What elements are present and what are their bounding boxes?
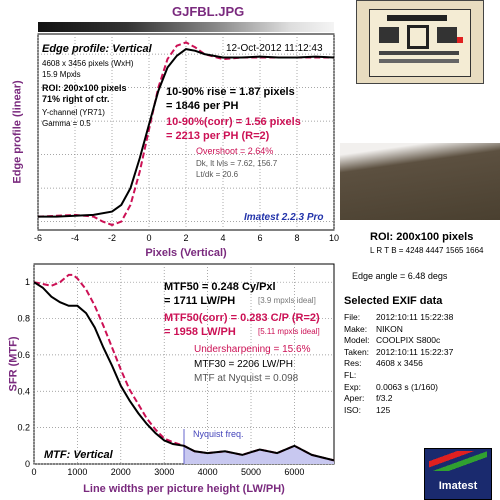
- exif-value: 2012:10:11 15:22:37: [376, 346, 454, 357]
- exif-key: Model:: [344, 335, 370, 346]
- logo-stripes: [429, 451, 487, 471]
- edge-tick-label: 8: [294, 233, 299, 243]
- mtf-at-nyquist: MTF at Nyquist = 0.098: [194, 373, 299, 384]
- mtf50: MTF50 = 0.248 Cy/Pxl: [164, 281, 276, 293]
- exif-value: f/3.2: [376, 393, 393, 404]
- exif-key: Res:: [344, 358, 362, 369]
- exif-row: Res: 4608 x 3456: [344, 359, 423, 368]
- exif-key: Make:: [344, 323, 368, 334]
- mtf-tick-label: 5000: [241, 467, 261, 477]
- exif-title: Selected EXIF data: [344, 295, 443, 307]
- edge-tick-label: 6: [257, 233, 262, 243]
- mtf30: MTF30 = 2206 LW/PH: [194, 359, 294, 370]
- undersharpening: Undersharpening = 15.6%: [194, 344, 311, 355]
- imatest-logo: Imatest: [424, 448, 492, 500]
- mtf-tick-label: 0.4: [17, 386, 30, 396]
- mtf-xlabel: Line widths per picture height (LW/PH): [83, 483, 285, 495]
- exif-value: 4608 x 3456: [376, 358, 423, 369]
- gradient-strip: [38, 22, 334, 32]
- mtf-tick-label: 3000: [154, 467, 174, 477]
- edge-overshoot: Overshoot = 2.64%: [196, 146, 274, 156]
- mtf50-corr-ideal: [5.11 mpxls ideal]: [258, 327, 320, 336]
- edge-chart: -6 -4 -2 0 2 4 6 8 10: [34, 33, 339, 243]
- edge-tick-label: 2: [183, 233, 188, 243]
- mtf-tick-label: 2000: [111, 467, 131, 477]
- edge-tick-label: 4: [220, 233, 225, 243]
- edge-title: Edge profile: Vertical: [42, 43, 152, 55]
- mtf-measured-line: [33, 281, 335, 462]
- exif-key: FL:: [344, 370, 357, 380]
- roi-image: [340, 143, 500, 220]
- edge-roi-pos: 71% right of ctr.: [42, 94, 110, 104]
- exif-row: File: 2012:10:11 15:22:38: [344, 313, 453, 322]
- exif-row: Exp: 0.0063 s (1/160): [344, 381, 438, 392]
- edge-ltdk: Lt/dk = 20.6: [196, 170, 239, 179]
- edge-date: 12-Oct-2012 11:12:43: [226, 43, 323, 54]
- edge-dk: Dk, lt lvls = 7.62, 156.7: [196, 159, 278, 168]
- exif-value: 2012:10:11 15:22:38: [376, 312, 454, 322]
- edge-rise-ph: = 1846 per PH: [166, 100, 239, 112]
- mtf-tick-label: 0.6: [17, 350, 30, 360]
- edge-tick-label: -2: [108, 233, 116, 243]
- edge-gamma: Gamma = 0.5: [42, 119, 91, 128]
- exif-key: Exp:: [344, 381, 362, 392]
- edge-tick-label: -4: [71, 233, 79, 243]
- exif-key: File:: [344, 312, 361, 322]
- exif-value: 0.0063 s (1/160): [376, 381, 438, 392]
- exif-row: Model: COOLPIX S800c: [344, 336, 440, 345]
- edge-xlabel: Pixels (Vertical): [145, 247, 227, 259]
- mtf-tick-label: 1: [25, 277, 30, 287]
- mtf-tick-label: 0.2: [17, 423, 30, 433]
- edge-tick-label: 10: [329, 233, 339, 243]
- exif-value: 125: [376, 404, 391, 415]
- mtf-ylabel: SFR (MTF): [7, 336, 20, 392]
- edge-measured-line: [38, 48, 335, 218]
- exif-row: Make: NIKON: [344, 323, 403, 334]
- mtf-tick-label: 1000: [67, 467, 87, 477]
- mtf-corrected-line: [33, 273, 335, 462]
- exif-key: ISO:: [344, 404, 362, 415]
- edge-tick-label: -6: [34, 233, 42, 243]
- mtf-tick-label: 0.8: [17, 314, 30, 324]
- mtf-tick-label: 6000: [284, 467, 304, 477]
- mtf-nyquist-fill: [184, 445, 334, 464]
- edge-plot-area: [37, 33, 335, 231]
- edge-roi: ROI: 200x100 pixels: [42, 83, 127, 93]
- edge-rise: 10-90% rise = 1.87 pixels: [166, 86, 295, 98]
- edge-version: Imatest 2.2.3 Pro: [244, 212, 324, 223]
- mtf50-corr: MTF50(corr) = 0.283 C/P (R=2): [164, 312, 320, 324]
- exif-row: FL:: [344, 371, 376, 380]
- edge-dims: 4608 x 3456 pixels (WxH): [42, 59, 134, 68]
- mtf50-corr-lwph: = 1958 LW/PH: [164, 326, 236, 338]
- exif-row: Taken: 2012:10:11 15:22:37: [344, 348, 453, 357]
- mtf-tick-label: 0: [25, 459, 30, 469]
- exif-value: NIKON: [376, 323, 403, 334]
- edge-tick-label: 0: [146, 233, 151, 243]
- edge-angle: Edge angle = 6.48 degs: [352, 271, 448, 281]
- mtf-tick-label: 0: [31, 467, 36, 477]
- logo-text: Imatest: [438, 480, 478, 492]
- mtf50-ideal: [3.9 mpxls ideal]: [258, 296, 316, 305]
- mtf-title: MTF: Vertical: [44, 449, 113, 461]
- exif-row: ISO: 125: [344, 406, 390, 415]
- edge-corr: 10-90%(corr) = 1.56 pixels: [166, 116, 301, 128]
- exif-key: Taken:: [344, 346, 370, 357]
- exif-value: COOLPIX S800c: [376, 335, 441, 346]
- exif-row: Aper: f/3.2: [344, 394, 393, 403]
- mtf-tick-label: 4000: [198, 467, 218, 477]
- edge-mpxls: 15.9 Mpxls: [42, 70, 81, 79]
- mtf50-lwph: = 1711 LW/PH: [164, 295, 236, 307]
- mtf-chart: 0 1000 2000 3000 4000 5000 6000 0 0.2 0.4 0.6 0.8 1: [17, 263, 335, 477]
- roi-coords: L R T B = 4248 4447 1565 1664: [370, 246, 484, 255]
- roi-title: ROI: 200x100 pixels: [370, 231, 474, 243]
- nyquist-label: Nyquist freq.: [193, 429, 244, 439]
- exif-key: Aper:: [344, 393, 365, 404]
- edge-corr-ph: = 2213 per PH (R=2): [166, 130, 270, 142]
- edge-channel: Y-channel (YR71): [42, 108, 105, 117]
- test-chart-thumbnail: [356, 0, 484, 84]
- filename-title: GJFBL.JPG: [172, 4, 245, 19]
